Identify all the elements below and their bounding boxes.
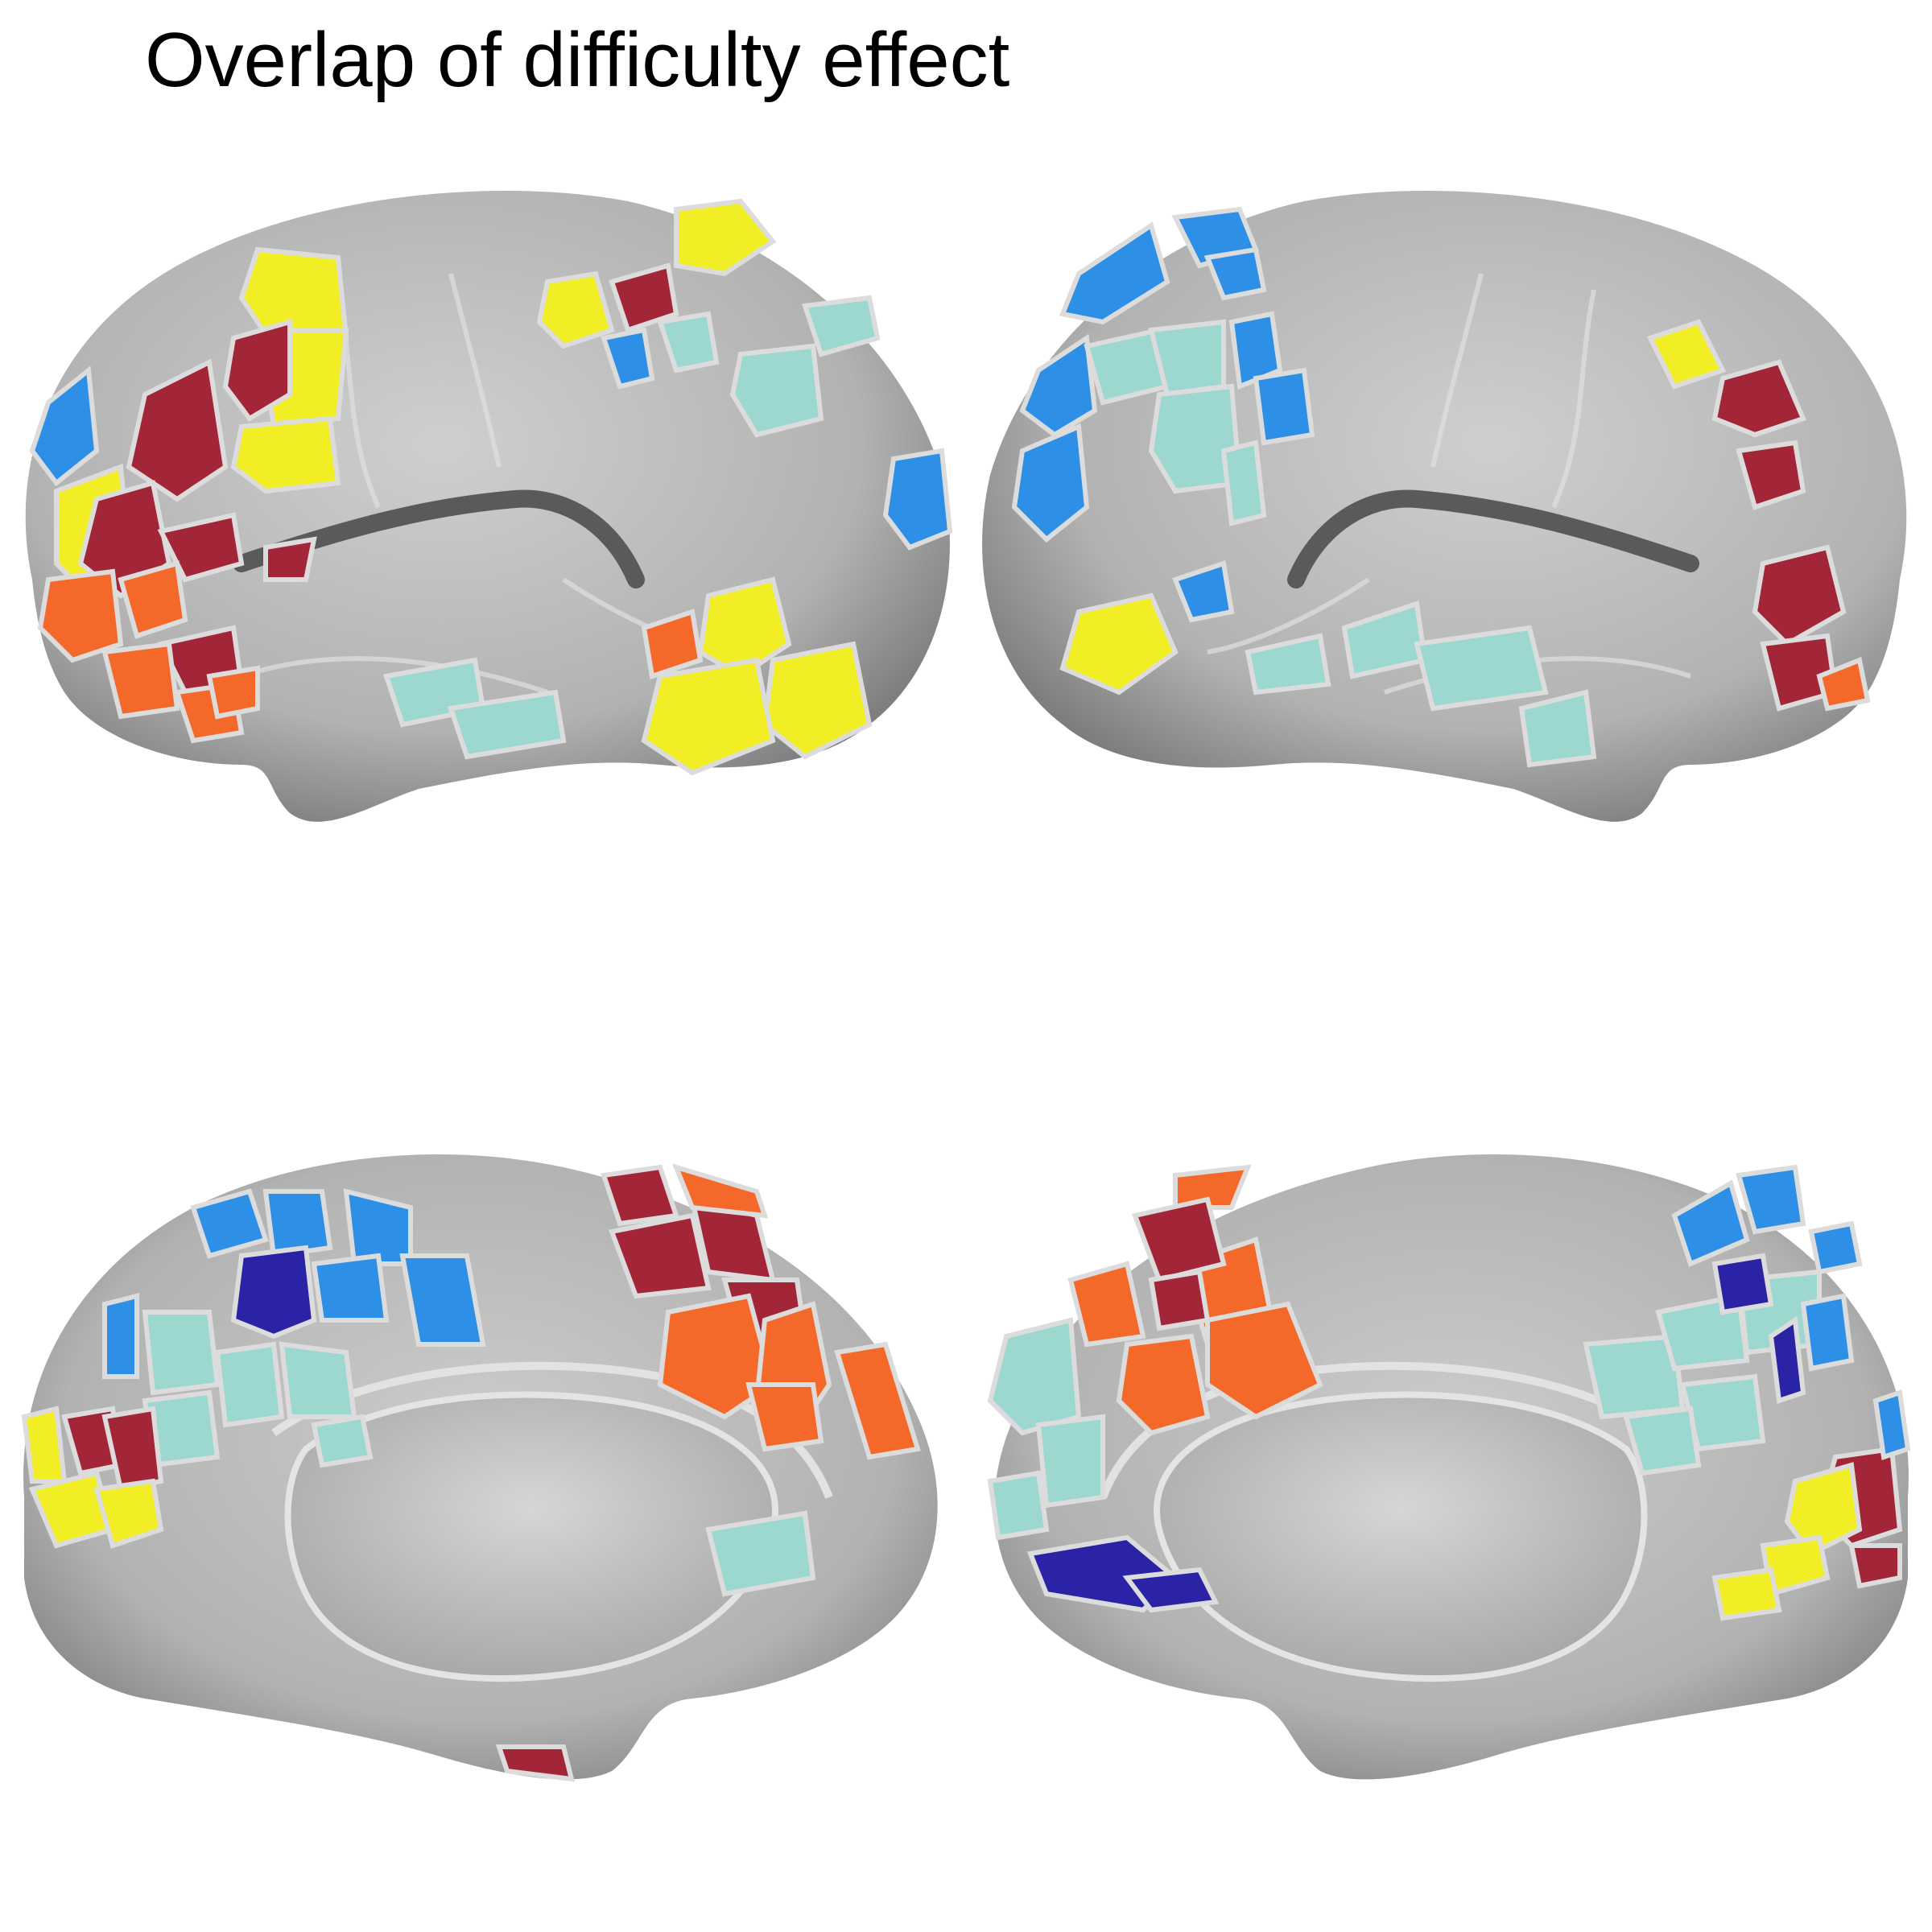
brain-medial-left [0,1079,966,1803]
brain-medial-right [966,1079,1932,1803]
brain-lateral-left [0,129,966,853]
brain-lateral-right [966,129,1932,853]
figure-title: Overlap of difficulty effect [145,18,1009,103]
parcels-navy [233,1248,314,1336]
